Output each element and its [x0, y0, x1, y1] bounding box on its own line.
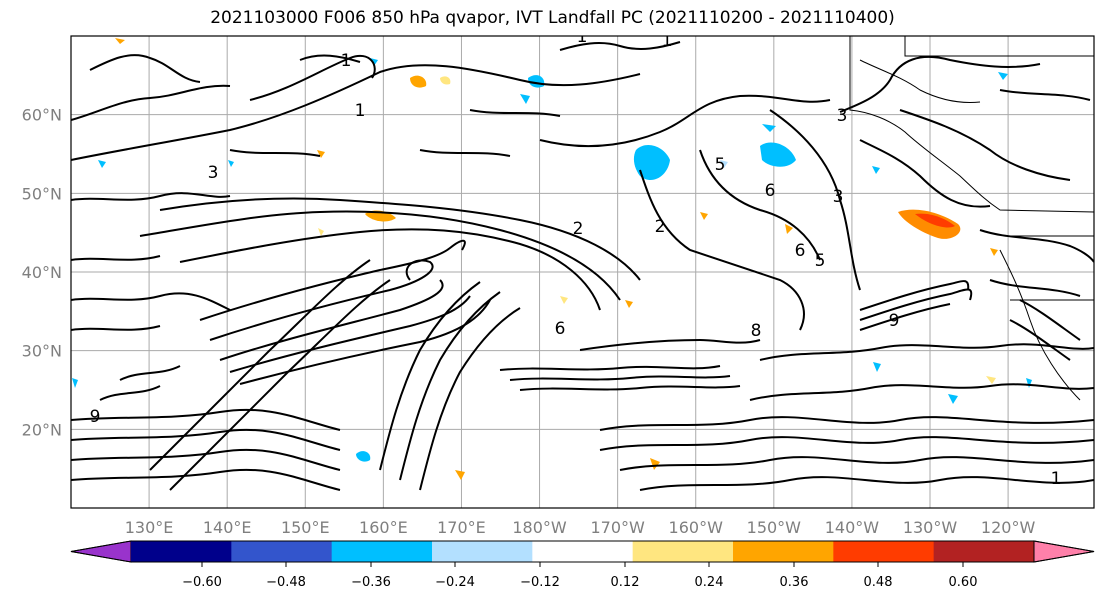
latitude-label: 20°N — [22, 420, 62, 439]
colorbar-swatch — [733, 541, 834, 562]
contour-label: 1 — [355, 101, 366, 121]
colorbar-swatch — [231, 541, 333, 562]
longitude-label: 140°W — [825, 518, 880, 537]
colorbar-swatch — [632, 541, 734, 562]
contour-label: 2 — [655, 217, 666, 237]
contour-label: 1 — [1051, 469, 1062, 489]
contour-label: 2 — [573, 219, 584, 239]
longitude-label: 180°W — [512, 518, 567, 537]
colorbar-extend-low — [70, 540, 132, 563]
latitude-labels: 60°N 50°N 40°N 30°N 20°N — [22, 106, 62, 440]
colorbar-extend-high — [1033, 540, 1095, 563]
colorbar-tick-label: 0.12 — [611, 575, 640, 590]
map-title: 2021103000 F006 850 hPa qvapor, IVT Land… — [210, 8, 895, 28]
longitude-labels: 130°E 140°E 150°E 160°E 170°E 180°W 170°W 160°W… — [125, 518, 1036, 537]
colorbar-tick-label: −0.36 — [351, 575, 391, 590]
contour-label: 5 — [815, 251, 826, 271]
longitude-label: 130°W — [903, 518, 958, 537]
colorbar-tick-label: 0.24 — [695, 575, 724, 590]
gridlines — [71, 36, 1094, 508]
longitude-label: 140°E — [203, 518, 252, 537]
contour-label: 6 — [795, 241, 806, 261]
longitude-label: 170°E — [437, 518, 486, 537]
colorbar-outline — [70, 540, 1095, 563]
contour-label: 3 — [837, 106, 848, 126]
longitude-label: 150°W — [747, 518, 802, 537]
latitude-label: 50°N — [22, 184, 62, 203]
contour-label: 3 — [208, 163, 219, 183]
colorbar-swatch — [131, 541, 232, 562]
colorbar-tick-label: 0.48 — [864, 575, 893, 590]
latitude-label: 30°N — [22, 342, 62, 361]
negative-anomaly-patches — [72, 58, 1032, 462]
contour-label: 1 — [577, 27, 588, 47]
longitude-label: 170°W — [590, 518, 645, 537]
contour-label: 3 — [833, 187, 844, 207]
contour-label: 9 — [889, 311, 900, 331]
contour-lines — [71, 41, 1094, 491]
contour-label: 5 — [715, 155, 726, 175]
colorbar-swatch — [833, 541, 935, 562]
contour-label: 9 — [90, 407, 101, 427]
coastlines — [849, 36, 1094, 401]
contour-label: 6 — [555, 319, 566, 339]
latitude-label: 60°N — [22, 106, 62, 125]
latitude-label: 40°N — [22, 263, 62, 282]
colorbar-swatch — [933, 541, 1035, 562]
colorbar-swatch — [532, 541, 634, 562]
colorbar-tick-label: −0.12 — [520, 575, 560, 590]
colorbar-swatch — [331, 541, 433, 562]
longitude-label: 160°W — [669, 518, 724, 537]
longitude-label: 150°E — [281, 518, 330, 537]
colorbar: −0.60 −0.48 −0.36 −0.24 −0.12 0.12 0.24 0.36 0.4… — [70, 540, 1095, 590]
colorbar-tick-label: −0.48 — [266, 575, 306, 590]
colorbar-tick-label: −0.60 — [182, 575, 222, 590]
colorbar-tick-label: 0.60 — [949, 575, 978, 590]
longitude-label: 160°E — [359, 518, 408, 537]
contour-label: 8 — [751, 321, 762, 341]
colorbar-swatch — [432, 541, 533, 562]
contour-label: 1 — [341, 51, 352, 71]
longitude-label: 120°W — [981, 518, 1036, 537]
contour-label: 6 — [765, 181, 776, 201]
colorbar-tick-label: −0.24 — [435, 575, 475, 590]
colorbar-tick-label: 0.36 — [780, 575, 809, 590]
contour-label: 1 — [662, 31, 673, 51]
longitude-label: 130°E — [125, 518, 174, 537]
